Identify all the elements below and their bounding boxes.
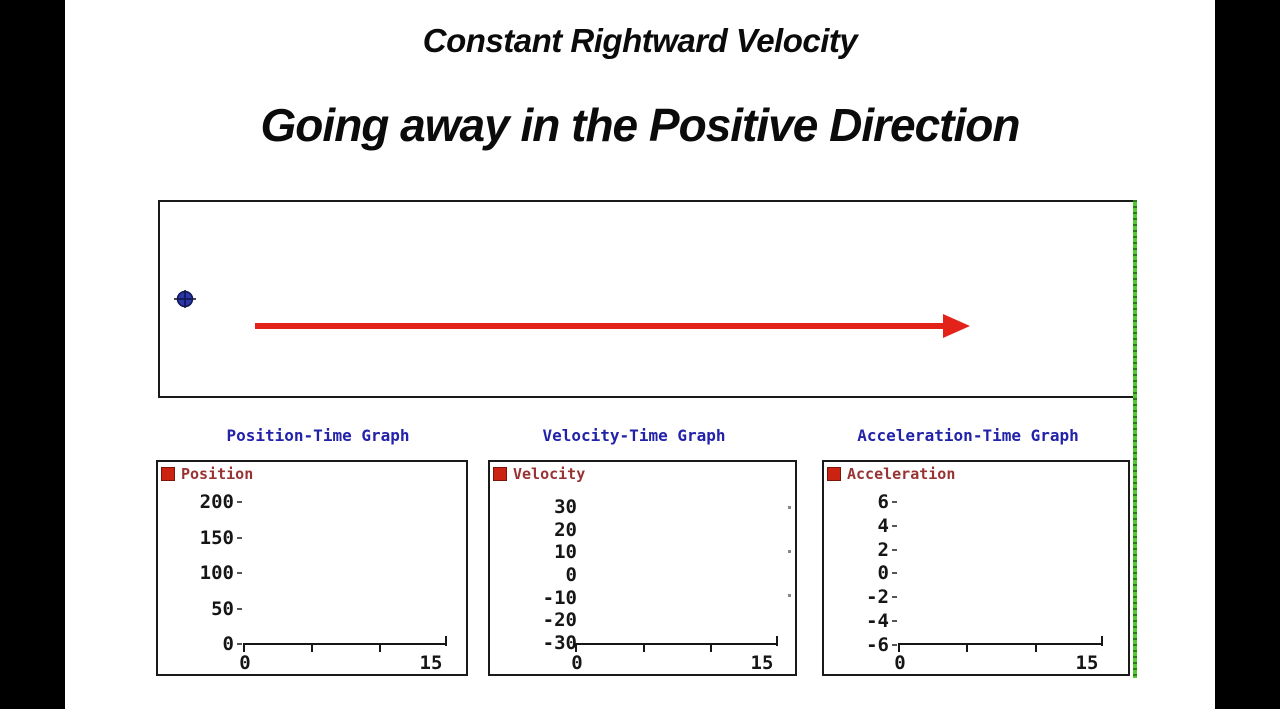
animation-area <box>158 200 1135 398</box>
legend-label: Velocity <box>513 465 586 483</box>
velocity-x-axis: 0 15 <box>571 636 778 674</box>
x-tick-label: 15 <box>419 652 443 674</box>
acceleration-graph-title: Acceleration-Time Graph <box>857 426 1079 445</box>
page-title: Constant Rightward Velocity <box>422 22 858 59</box>
x-tick <box>243 643 245 652</box>
velocity-legend: Velocity <box>493 465 585 483</box>
position-graph-panel: Position 200 150 100 50 0 0 15 <box>156 460 468 676</box>
acceleration-x-axis: 0 15 <box>894 636 1103 674</box>
velocity-graph-panel: Velocity 30 20 10 0 -10 -20 -30 0 15 <box>488 460 797 676</box>
x-tick <box>710 645 713 652</box>
y-tick-label: 2 <box>824 540 897 560</box>
legend-square-icon <box>493 467 507 481</box>
y-tick-label: 0 <box>565 563 577 586</box>
y-tick-label: 0 <box>158 634 242 654</box>
y-tick-label: 100 <box>158 563 242 583</box>
x-tick <box>445 636 447 646</box>
y-tick-label: -6 <box>824 635 897 655</box>
legend-square-icon <box>161 467 175 481</box>
y-tick-label: 150 <box>158 528 242 548</box>
y-tick-label: 6 <box>824 492 897 512</box>
right-tick <box>788 506 791 509</box>
x-tick <box>966 645 969 652</box>
letterbox-right <box>1215 0 1280 709</box>
velocity-y-axis-labels: 30 20 10 0 -10 -20 -30 <box>490 497 577 653</box>
acceleration-graph-panel: Acceleration 6 4 2 0 -2 -4 -6 0 15 <box>822 460 1130 676</box>
right-tick <box>788 550 791 553</box>
y-tick-label: 4 <box>824 516 897 536</box>
y-tick-label: -30 <box>542 631 577 654</box>
x-tick <box>310 645 313 652</box>
position-legend: Position <box>161 465 253 483</box>
legend-label: Acceleration <box>847 465 956 483</box>
position-graph-title: Position-Time Graph <box>226 426 410 445</box>
x-tick <box>898 643 900 652</box>
x-tick-label: 15 <box>1075 652 1099 674</box>
velocity-graph-title: Velocity-Time Graph <box>542 426 726 445</box>
position-x-axis: 0 15 <box>239 636 447 674</box>
x-tick-label: 0 <box>894 652 906 674</box>
moving-object-marker <box>174 290 196 308</box>
boundary-line <box>1133 200 1137 678</box>
x-tick-label: 0 <box>571 652 583 674</box>
y-tick-label: 0 <box>824 563 897 583</box>
y-tick-label: -10 <box>542 586 577 609</box>
velocity-arrow-icon <box>255 314 970 338</box>
y-tick-label: 50 <box>158 599 242 619</box>
right-tick <box>788 594 791 597</box>
x-tick <box>575 643 577 652</box>
y-tick-label: -2 <box>824 587 897 607</box>
x-tick-label: 0 <box>239 652 251 674</box>
position-y-axis-labels: 200 150 100 50 0 <box>158 492 242 654</box>
y-tick-label: 30 <box>554 496 577 518</box>
y-tick-label: 10 <box>554 541 577 564</box>
page-subtitle: Going away in the Positive Direction <box>260 99 1021 151</box>
letterbox-left <box>0 0 65 709</box>
x-tick-label: 15 <box>750 652 774 674</box>
x-tick <box>378 645 381 652</box>
y-tick-label: 20 <box>554 518 577 541</box>
acceleration-y-axis-labels: 6 4 2 0 -2 -4 -6 <box>824 492 897 655</box>
x-tick <box>1034 645 1037 652</box>
x-tick <box>1101 636 1103 646</box>
legend-square-icon <box>827 467 841 481</box>
y-tick-label: -20 <box>542 609 577 632</box>
acceleration-legend: Acceleration <box>827 465 955 483</box>
y-tick-label: 200 <box>158 492 242 512</box>
x-tick <box>776 636 778 646</box>
y-tick-label: -4 <box>824 611 897 631</box>
x-tick <box>642 645 645 652</box>
legend-label: Position <box>181 465 254 483</box>
